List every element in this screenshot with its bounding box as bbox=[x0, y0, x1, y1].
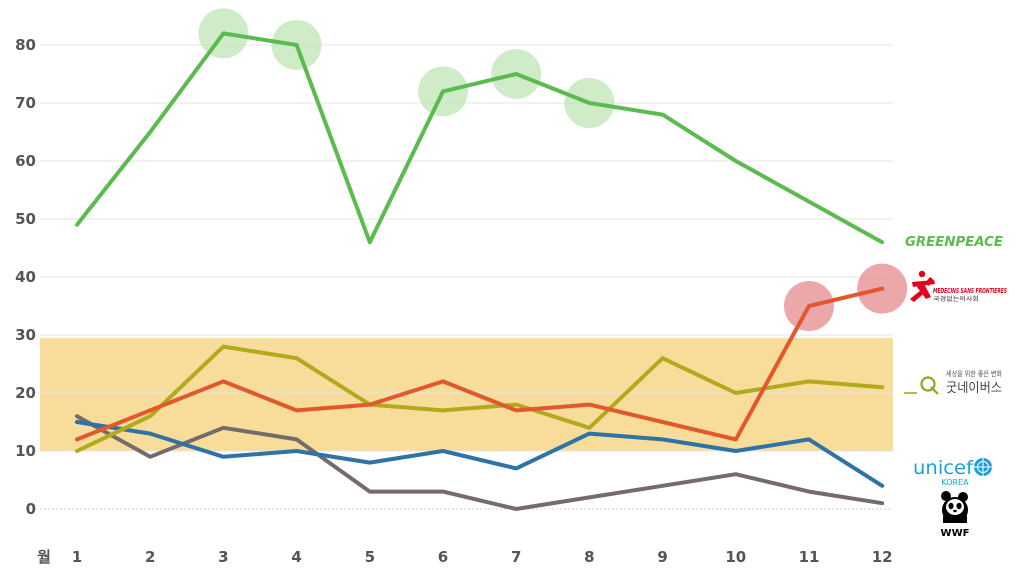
legend-unicef: unicef KOREA bbox=[913, 457, 992, 487]
x-tick-11: 11 bbox=[799, 548, 820, 566]
x-tick-3: 3 bbox=[218, 548, 228, 566]
greenpeace-logo-text: GREENPEACE bbox=[905, 235, 1003, 250]
y-tick-70: 70 bbox=[15, 94, 36, 112]
x-tick-10: 10 bbox=[725, 548, 746, 566]
y-tick-30: 30 bbox=[15, 326, 36, 344]
x-tick-12: 12 bbox=[872, 548, 893, 566]
x-axis-ticks: 1 2 3 4 5 6 7 8 9 10 11 12 bbox=[72, 548, 893, 566]
wwf-panda-icon bbox=[941, 491, 968, 523]
series-line-4 bbox=[75, 414, 885, 511]
y-tick-0: 0 bbox=[26, 500, 36, 518]
series-line-1 bbox=[75, 286, 885, 442]
legend-wwf: WWF bbox=[941, 491, 970, 539]
y-tick-10: 10 bbox=[15, 442, 36, 460]
legend-good-neighbors: 세상을 위한 좋은 변화 굿네이버스 bbox=[904, 369, 1002, 396]
highlight-markers bbox=[198, 8, 908, 331]
wwf-text: WWF bbox=[941, 528, 970, 539]
msf-name-text: MEDECINS SANS FRONTIERES bbox=[933, 287, 1007, 295]
msf-korean-text: 국경없는의사회 bbox=[933, 295, 979, 303]
x-tick-2: 2 bbox=[145, 548, 155, 566]
series-line-2 bbox=[75, 344, 885, 453]
y-tick-40: 40 bbox=[15, 268, 36, 286]
good-neighbors-name: 굿네이버스 bbox=[946, 381, 1002, 396]
y-tick-80: 80 bbox=[15, 36, 36, 54]
x-tick-4: 4 bbox=[291, 548, 301, 566]
x-tick-8: 8 bbox=[584, 548, 594, 566]
x-tick-9: 9 bbox=[657, 548, 667, 566]
legend-greenpeace: GREENPEACE bbox=[905, 235, 1003, 250]
series-lines bbox=[75, 31, 885, 511]
series-line-3 bbox=[75, 420, 885, 488]
x-tick-6: 6 bbox=[438, 548, 448, 566]
legend: GREENPEACE MEDECINS SANS FRONTIERES 국경없는… bbox=[904, 235, 1007, 539]
x-tick-7: 7 bbox=[511, 548, 521, 566]
x-axis-label: 월 bbox=[37, 548, 51, 566]
unicef-globe-icon bbox=[974, 458, 992, 476]
good-neighbors-tagline: 세상을 위한 좋은 변화 bbox=[946, 369, 1002, 378]
good-neighbors-leaf-icon bbox=[920, 376, 939, 395]
x-tick-5: 5 bbox=[365, 548, 375, 566]
y-tick-60: 60 bbox=[15, 152, 36, 170]
y-tick-20: 20 bbox=[15, 384, 36, 402]
x-tick-1: 1 bbox=[72, 548, 82, 566]
unicef-sub-text: KOREA bbox=[941, 478, 969, 487]
grid-lines bbox=[40, 44, 893, 510]
y-tick-50: 50 bbox=[15, 210, 36, 228]
series-line-0 bbox=[75, 31, 885, 245]
msf-runner-icon bbox=[910, 270, 935, 302]
unicef-name-text: unicef bbox=[913, 457, 974, 479]
legend-msf: MEDECINS SANS FRONTIERES 국경없는의사회 bbox=[910, 270, 1007, 303]
highlight-band bbox=[40, 337, 893, 451]
y-axis-ticks: 0 10 20 30 40 50 60 70 80 bbox=[15, 36, 36, 518]
